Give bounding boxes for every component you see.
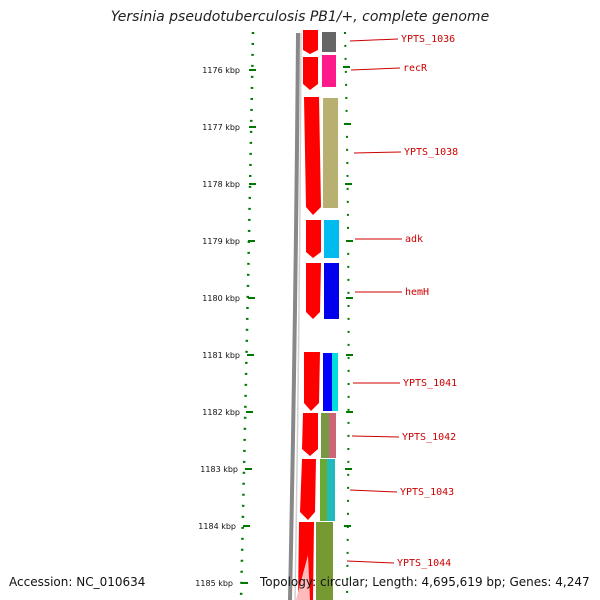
category-1042a bbox=[321, 413, 329, 458]
cds-arrow-hemH bbox=[306, 263, 321, 319]
cds-arrow-1043 bbox=[300, 459, 316, 520]
gene-label-adk[interactable]: adk bbox=[405, 234, 423, 245]
category-adk bbox=[324, 220, 339, 258]
gene-label-1038[interactable]: YPTS_1038 bbox=[404, 147, 458, 158]
gene-label-1044[interactable]: YPTS_1044 bbox=[397, 558, 451, 569]
tick-label-1181: 1181 kbp bbox=[202, 351, 240, 360]
gene-label-1041[interactable]: YPTS_1041 bbox=[403, 378, 457, 389]
tick-label-1180: 1180 kbp bbox=[202, 294, 240, 303]
category-1043b bbox=[327, 459, 335, 521]
gene-label-recR[interactable]: recR bbox=[403, 63, 428, 74]
category-1041a bbox=[323, 353, 332, 411]
tick-label-1176: 1176 kbp bbox=[202, 66, 240, 75]
genome-backbone bbox=[288, 32, 300, 600]
genome-stats-text: Topology: circular; Length: 4,695,619 bp… bbox=[260, 575, 590, 589]
category-1044 bbox=[316, 522, 333, 600]
gene-labels[interactable]: YPTS_1036 recR YPTS_1038 adk hemH YPTS_1… bbox=[346, 34, 458, 569]
category-1041b bbox=[332, 353, 338, 411]
inner-dotted-track bbox=[344, 31, 350, 600]
cds-arrow-1042 bbox=[302, 413, 318, 456]
category-track bbox=[316, 32, 339, 600]
kbp-ticks: 1176 kbp 1177 kbp 1178 kbp 1179 kbp 1180… bbox=[195, 66, 256, 588]
category-recR bbox=[322, 55, 336, 87]
tick-label-1185: 1185 kbp bbox=[195, 579, 233, 588]
accession-text: Accession: NC_010634 bbox=[9, 575, 146, 589]
gene-label-1036[interactable]: YPTS_1036 bbox=[401, 34, 455, 45]
inner-ticks bbox=[343, 66, 353, 527]
cds-arrow-1038 bbox=[304, 97, 321, 215]
cds-arrow-1036 bbox=[303, 30, 318, 54]
category-hemH bbox=[324, 263, 339, 319]
category-1038 bbox=[323, 98, 338, 208]
cds-arrow-1041 bbox=[304, 352, 320, 411]
gene-label-1042[interactable]: YPTS_1042 bbox=[402, 432, 456, 443]
cds-arrow-adk bbox=[306, 220, 321, 258]
gene-label-hemH[interactable]: hemH bbox=[405, 287, 429, 298]
tick-label-1184: 1184 kbp bbox=[198, 522, 236, 531]
tick-label-1178: 1178 kbp bbox=[202, 180, 240, 189]
map-title: Yersinia pseudotuberculosis PB1/+, compl… bbox=[110, 9, 490, 25]
category-1036 bbox=[322, 32, 336, 52]
cds-arrow-recR bbox=[303, 57, 318, 90]
tick-label-1183: 1183 kbp bbox=[200, 465, 238, 474]
category-1042b bbox=[329, 413, 336, 458]
gene-label-1043[interactable]: YPTS_1043 bbox=[400, 487, 454, 498]
tick-label-1182: 1182 kbp bbox=[202, 408, 240, 417]
cds-track bbox=[298, 30, 321, 600]
category-1043a bbox=[320, 459, 327, 521]
tick-label-1177: 1177 kbp bbox=[202, 123, 240, 132]
tick-label-1179: 1179 kbp bbox=[202, 237, 240, 246]
outer-dotted-track bbox=[239, 31, 255, 600]
